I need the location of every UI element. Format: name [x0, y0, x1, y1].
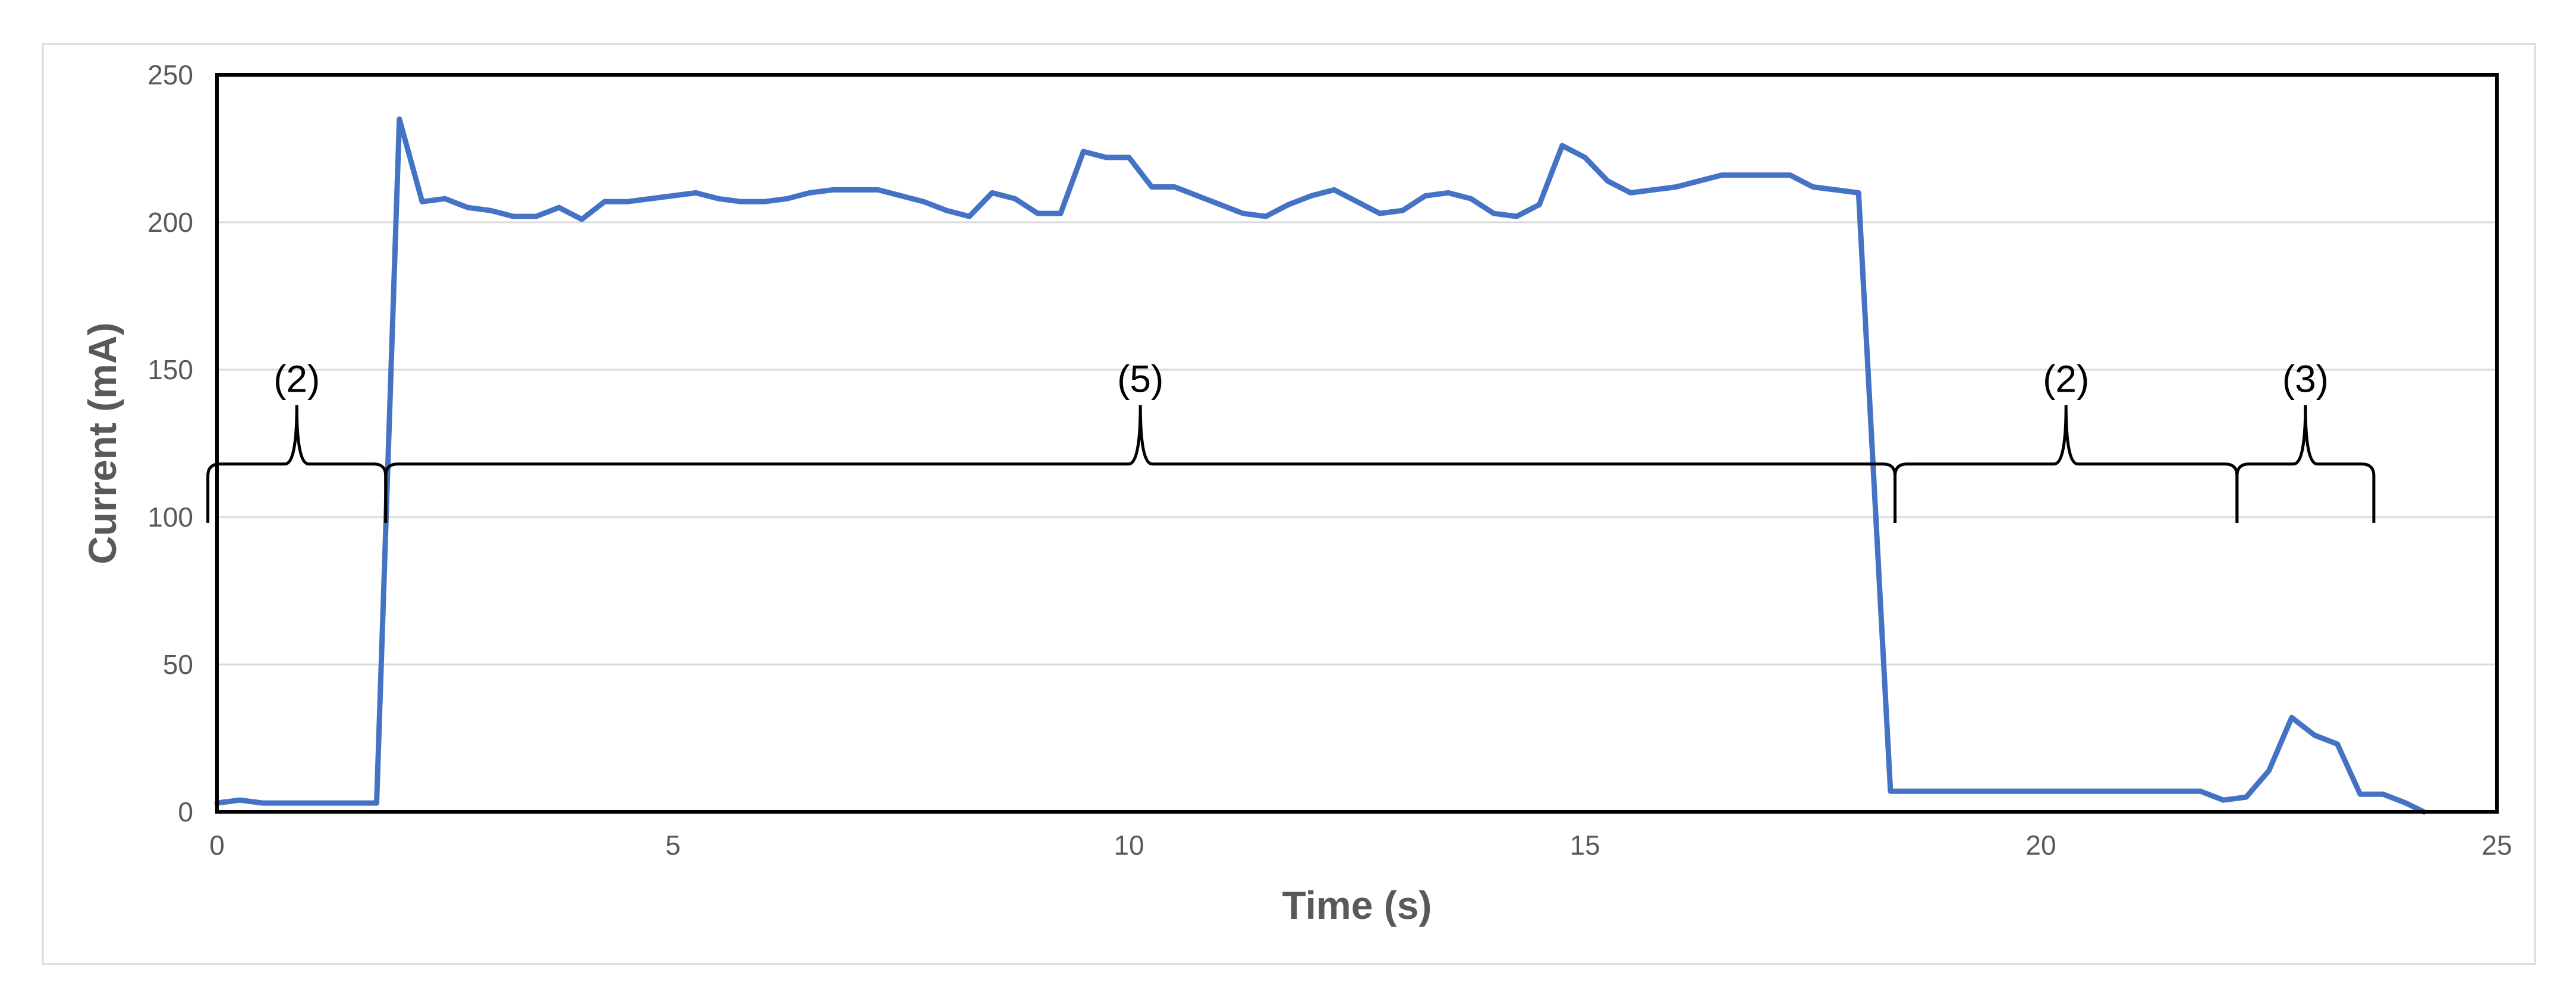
phase-label: (2)	[2043, 358, 2089, 401]
series-layer	[214, 116, 2427, 815]
y-tick-label: 100	[147, 502, 193, 533]
x-tick-label: 10	[1114, 830, 1144, 861]
x-tick-label: 15	[1569, 830, 1600, 861]
phase-bracket	[1894, 405, 2239, 523]
phase-bracket	[206, 405, 388, 523]
y-tick-label: 200	[147, 207, 193, 238]
phase-label: (3)	[2282, 358, 2329, 401]
y-tick-label: 50	[163, 649, 193, 680]
phase-label: (5)	[1117, 358, 1163, 401]
grid-lines	[217, 221, 2497, 666]
phase-bracket	[384, 405, 1897, 523]
plot-frame	[215, 73, 2499, 814]
phase-label: (2)	[273, 358, 320, 401]
x-axis-title: Time (s)	[1282, 883, 1432, 927]
x-tick-labels: 0 5 10 15 20 25	[209, 830, 2512, 861]
x-tick-label: 5	[665, 830, 681, 861]
phase-annotations: (2) (5) (2) (3)	[206, 358, 2376, 523]
y-tick-label: 250	[147, 59, 193, 90]
x-tick-label: 20	[2025, 830, 2056, 861]
x-tick-label: 25	[2481, 830, 2512, 861]
series-line-0	[214, 116, 2427, 815]
y-axis-title: Current (mA)	[80, 323, 124, 565]
phase-bracket	[2235, 405, 2376, 523]
x-tick-label: 0	[209, 830, 225, 861]
y-tick-labels: 0 50 100 150 200 250	[147, 59, 193, 827]
y-tick-label: 150	[147, 354, 193, 385]
y-tick-label: 0	[178, 796, 193, 827]
